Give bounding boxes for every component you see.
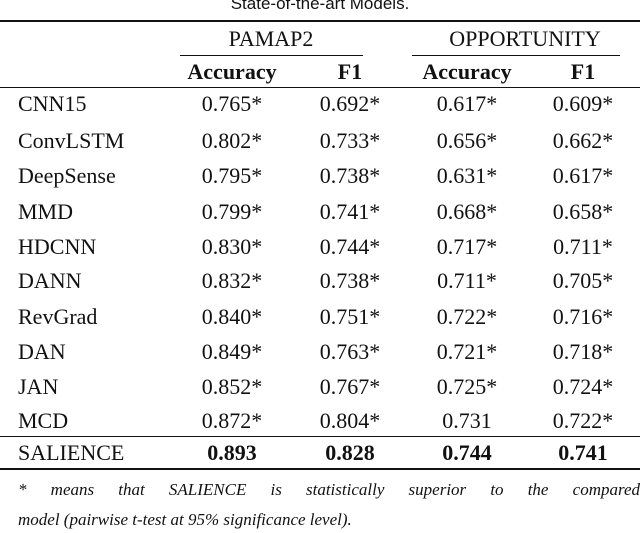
- cell: 0.662*: [552, 128, 614, 153]
- cell: 0.722*: [436, 304, 498, 329]
- cell: 0.656*: [436, 128, 498, 153]
- footnote: model (pairwise t-test at 95% significan…: [18, 510, 352, 529]
- cell: 0.725*: [436, 374, 498, 399]
- group-rule: [412, 55, 620, 56]
- cell: 0.738*: [319, 268, 381, 293]
- cell: 0.658*: [552, 199, 614, 224]
- column-header: Accuracy: [187, 59, 277, 84]
- column-header: Accuracy: [422, 59, 512, 84]
- row-name: CNN15: [18, 91, 87, 116]
- group-rule: [180, 55, 363, 56]
- cell: 0.717*: [436, 234, 498, 259]
- group-header: PAMAP2: [228, 26, 314, 51]
- cell: 0.804*: [319, 408, 381, 433]
- cell: 0.731: [442, 408, 492, 433]
- row-name: RevGrad: [18, 304, 98, 329]
- cell: 0.741*: [319, 199, 381, 224]
- row-name: DAN: [18, 339, 66, 364]
- cell: 0.744*: [319, 234, 381, 259]
- row-name: HDCNN: [18, 234, 97, 259]
- cell: 0.832*: [201, 268, 263, 293]
- cell: 0.802*: [201, 128, 263, 153]
- row-name: MMD: [18, 199, 74, 224]
- cell: 0.692*: [319, 91, 381, 116]
- cell: 0.828: [325, 440, 375, 465]
- cell: 0.852*: [201, 374, 263, 399]
- cell: 0.744: [442, 440, 492, 465]
- cell: 0.738*: [319, 163, 381, 188]
- cell: 0.751*: [319, 304, 381, 329]
- cell: 0.718*: [552, 339, 614, 364]
- top-rule: [0, 20, 640, 22]
- cell: 0.872*: [201, 408, 263, 433]
- row-name: DANN: [18, 268, 82, 293]
- row-name: SALIENCE: [18, 440, 125, 465]
- cell: 0.705*: [552, 268, 614, 293]
- column-header: F1: [337, 59, 363, 84]
- group-header: OPPORTUNITY: [449, 26, 601, 51]
- cell: 0.724*: [552, 374, 614, 399]
- cell: 0.849*: [201, 339, 263, 364]
- cell: 0.830*: [201, 234, 263, 259]
- cell: 0.763*: [319, 339, 381, 364]
- header-rule: [0, 87, 640, 88]
- cell: 0.795*: [201, 163, 263, 188]
- cell: 0.733*: [319, 128, 381, 153]
- mid-rule: [0, 436, 640, 437]
- cell: 0.711*: [553, 234, 613, 259]
- row-name: JAN: [18, 374, 59, 399]
- cell: 0.799*: [201, 199, 263, 224]
- row-name: MCD: [18, 408, 69, 433]
- cell: 0.617*: [552, 163, 614, 188]
- cell: 0.840*: [201, 304, 263, 329]
- cell: 0.765*: [201, 91, 263, 116]
- cell: 0.722*: [552, 408, 614, 433]
- cell: 0.609*: [552, 91, 614, 116]
- cell: 0.631*: [436, 163, 498, 188]
- cell: 0.668*: [436, 199, 498, 224]
- cell: 0.617*: [436, 91, 498, 116]
- caption: State-of-the-art Models.: [230, 0, 410, 13]
- bottom-rule: [0, 468, 640, 470]
- footnote: * means that SALIENCE is statistically s…: [18, 480, 640, 499]
- row-name: ConvLSTM: [18, 128, 125, 153]
- cell: 0.716*: [552, 304, 614, 329]
- cell: 0.721*: [436, 339, 498, 364]
- cell: 0.711*: [437, 268, 497, 293]
- column-header: F1: [570, 59, 596, 84]
- cell: 0.767*: [319, 374, 381, 399]
- cell: 0.741: [558, 440, 608, 465]
- cell: 0.893: [207, 440, 257, 465]
- row-name: DeepSense: [18, 163, 116, 188]
